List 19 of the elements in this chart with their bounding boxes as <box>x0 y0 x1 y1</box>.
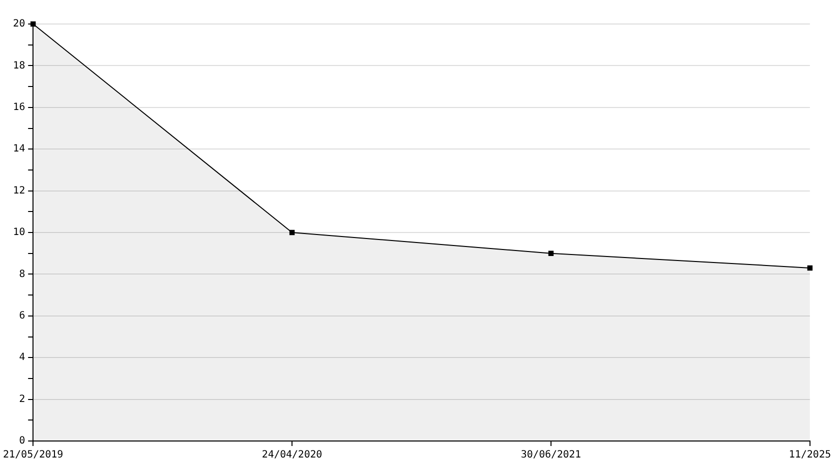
y-tick-label: 4 <box>19 352 26 364</box>
point <box>289 230 295 236</box>
y-tick-label: 14 <box>13 144 26 155</box>
x-tick-label: 24/04/2020 <box>262 450 322 461</box>
y-tick-label: 12 <box>13 185 26 196</box>
y-tick-label: 18 <box>13 60 26 72</box>
x-tick-label: 30/06/2021 <box>520 450 582 461</box>
point <box>30 21 36 27</box>
y-tick-label: 8 <box>19 268 26 280</box>
y-tick-label: 0 <box>19 436 26 447</box>
y-tick-label: 2 <box>19 394 26 405</box>
y-tick-label: 10 <box>13 227 26 238</box>
point <box>807 265 813 271</box>
point <box>548 250 554 256</box>
y-tick-label: 16 <box>13 102 26 113</box>
y-tick-label: 20 <box>13 18 26 30</box>
y-tick-label: 6 <box>19 310 26 322</box>
x-tick-label: 11/2025 <box>788 450 832 461</box>
x-tick-label: 21/05/2019 <box>2 450 64 461</box>
